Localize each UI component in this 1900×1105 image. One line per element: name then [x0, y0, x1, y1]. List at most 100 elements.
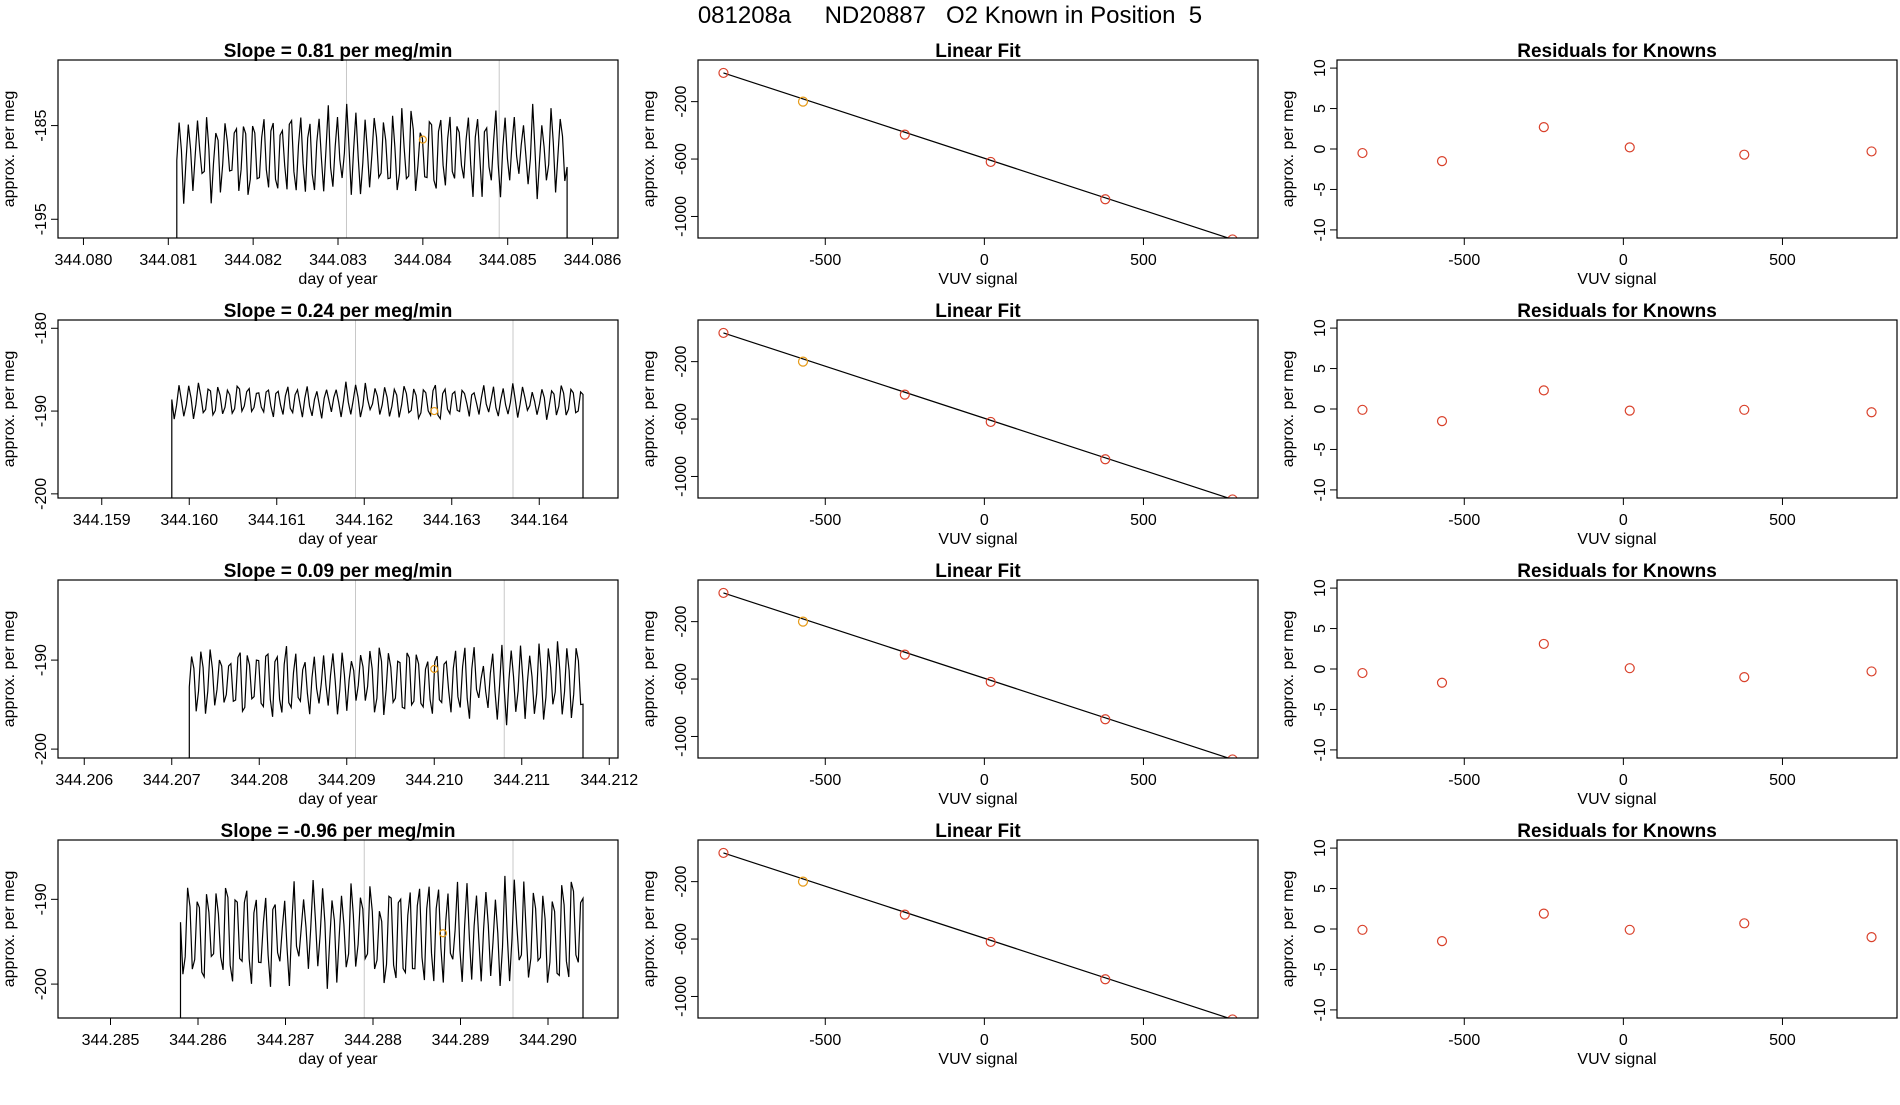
- x-tick-label: 0: [980, 1032, 989, 1049]
- y-tick-label: -200: [33, 733, 50, 765]
- x-tick-label: -500: [809, 512, 841, 529]
- data-point: [1624, 663, 1635, 674]
- x-tick-label: 500: [1769, 772, 1796, 789]
- plot-area: [179, 840, 584, 1018]
- data-series-line: [188, 641, 584, 758]
- x-tick-label: 500: [1769, 252, 1796, 269]
- data-point: [1538, 908, 1549, 919]
- y-axis-label: approx. per meg: [1280, 351, 1297, 468]
- data-point: [1739, 404, 1750, 415]
- y-tick-label: -200: [673, 346, 690, 378]
- y-tick-label: -10: [1312, 478, 1329, 501]
- x-tick-label: 500: [1130, 252, 1157, 269]
- y-tick-label: -5: [1312, 182, 1329, 196]
- x-axis-label: VUV signal: [938, 791, 1017, 808]
- x-tick-label: 344.083: [309, 252, 367, 269]
- x-tick-label: 0: [1619, 512, 1628, 529]
- data-point: [1436, 936, 1448, 947]
- data-series-line: [176, 103, 568, 238]
- data-point: [797, 616, 809, 627]
- y-axis-label: approx. per meg: [641, 871, 658, 988]
- x-axis-label: day of year: [298, 271, 378, 288]
- data-point: [1227, 234, 1238, 238]
- y-tick-label: -10: [1312, 218, 1329, 241]
- panel-1-3: Residuals for Knowns -500 0 500 VUV signal -1…: [1280, 41, 1898, 288]
- y-tick-label: 10: [1312, 579, 1329, 597]
- x-tick-label: 344.290: [519, 1032, 577, 1049]
- y-tick-label: -185: [33, 109, 50, 141]
- y-tick-label: 10: [1312, 59, 1329, 77]
- x-tick-label: 344.209: [318, 772, 376, 789]
- x-tick-label: 344.210: [405, 772, 463, 789]
- data-point: [985, 936, 996, 948]
- x-tick-label: 344.288: [344, 1032, 402, 1049]
- y-tick-label: -200: [673, 866, 690, 898]
- panel-title: Residuals for Knowns: [1517, 821, 1717, 842]
- data-point: [718, 67, 729, 79]
- fit-line: [723, 332, 1231, 498]
- y-tick-label: 0: [1312, 664, 1329, 673]
- mean-marker-point: [418, 135, 427, 144]
- y-tick-label: 5: [1312, 104, 1329, 113]
- y-axis-label: approx. per meg: [1280, 611, 1297, 728]
- y-tick-label: -200: [673, 86, 690, 118]
- data-point: [1866, 666, 1877, 677]
- data-point: [797, 96, 809, 107]
- y-tick-label: -190: [33, 644, 50, 676]
- y-tick-label: -600: [673, 143, 690, 175]
- x-tick-label: -500: [1448, 252, 1480, 269]
- x-tick-label: 344.211: [493, 772, 550, 789]
- plot-area: [1357, 908, 1877, 947]
- x-axis-label: day of year: [298, 791, 378, 808]
- plot-frame: [697, 839, 1259, 1019]
- data-point: [1227, 494, 1238, 498]
- x-tick-label: -500: [809, 1032, 841, 1049]
- plot-frame: [57, 319, 619, 499]
- x-tick-label: 344.161: [248, 512, 306, 529]
- y-tick-label: -600: [673, 923, 690, 955]
- x-tick-label: 344.285: [82, 1032, 140, 1049]
- panel-3-1: Slope = 0.09 per meg/min 344.206 344.207 34…: [1, 561, 638, 808]
- plot-area: [718, 847, 1238, 1018]
- y-axis-label: approx. per meg: [1, 351, 18, 468]
- panel-title: Linear Fit: [935, 41, 1021, 62]
- y-tick-label: -1000: [673, 716, 690, 757]
- data-point: [1538, 638, 1549, 650]
- fit-line: [723, 72, 1231, 238]
- x-tick-label: 344.289: [432, 1032, 490, 1049]
- panel-title: Linear Fit: [935, 821, 1021, 842]
- x-tick-label: 0: [1619, 772, 1628, 789]
- y-tick-label: 10: [1312, 839, 1329, 857]
- data-point: [1538, 122, 1549, 133]
- x-tick-label: 344.160: [160, 512, 218, 529]
- y-axis-label: approx. per meg: [641, 351, 658, 468]
- x-tick-label: 344.082: [224, 252, 282, 269]
- y-tick-label: 0: [1312, 924, 1329, 933]
- y-tick-label: -200: [33, 478, 50, 510]
- y-tick-label: -1000: [673, 976, 690, 1017]
- x-tick-label: -500: [1448, 772, 1480, 789]
- plot-frame: [1336, 59, 1898, 239]
- plot-area: [718, 67, 1238, 238]
- x-tick-label: 344.212: [580, 772, 638, 789]
- panel-4-1: Slope = -0.96 per meg/min 344.285 344.286 3…: [1, 821, 619, 1068]
- x-tick-label: 500: [1130, 1032, 1157, 1049]
- x-tick-label: 344.159: [73, 512, 131, 529]
- data-point: [1739, 918, 1750, 929]
- panel-3-2: Linear Fit -500 0 500 VUV signal -1000 -600 -20…: [641, 561, 1259, 808]
- data-point: [1436, 416, 1448, 427]
- plot-frame: [1336, 319, 1898, 499]
- panel-title: Linear Fit: [935, 301, 1021, 322]
- data-point: [1624, 924, 1635, 935]
- x-tick-label: -500: [1448, 512, 1480, 529]
- panel-title: Slope = 0.24 per meg/min: [224, 301, 453, 322]
- data-point: [1357, 404, 1368, 415]
- panel-title: Linear Fit: [935, 561, 1021, 582]
- x-axis-label: VUV signal: [938, 531, 1017, 548]
- data-point: [718, 587, 729, 599]
- data-point: [1866, 931, 1877, 943]
- x-tick-label: 0: [980, 512, 989, 529]
- y-tick-label: -1000: [673, 456, 690, 497]
- plot-area: [718, 587, 1238, 758]
